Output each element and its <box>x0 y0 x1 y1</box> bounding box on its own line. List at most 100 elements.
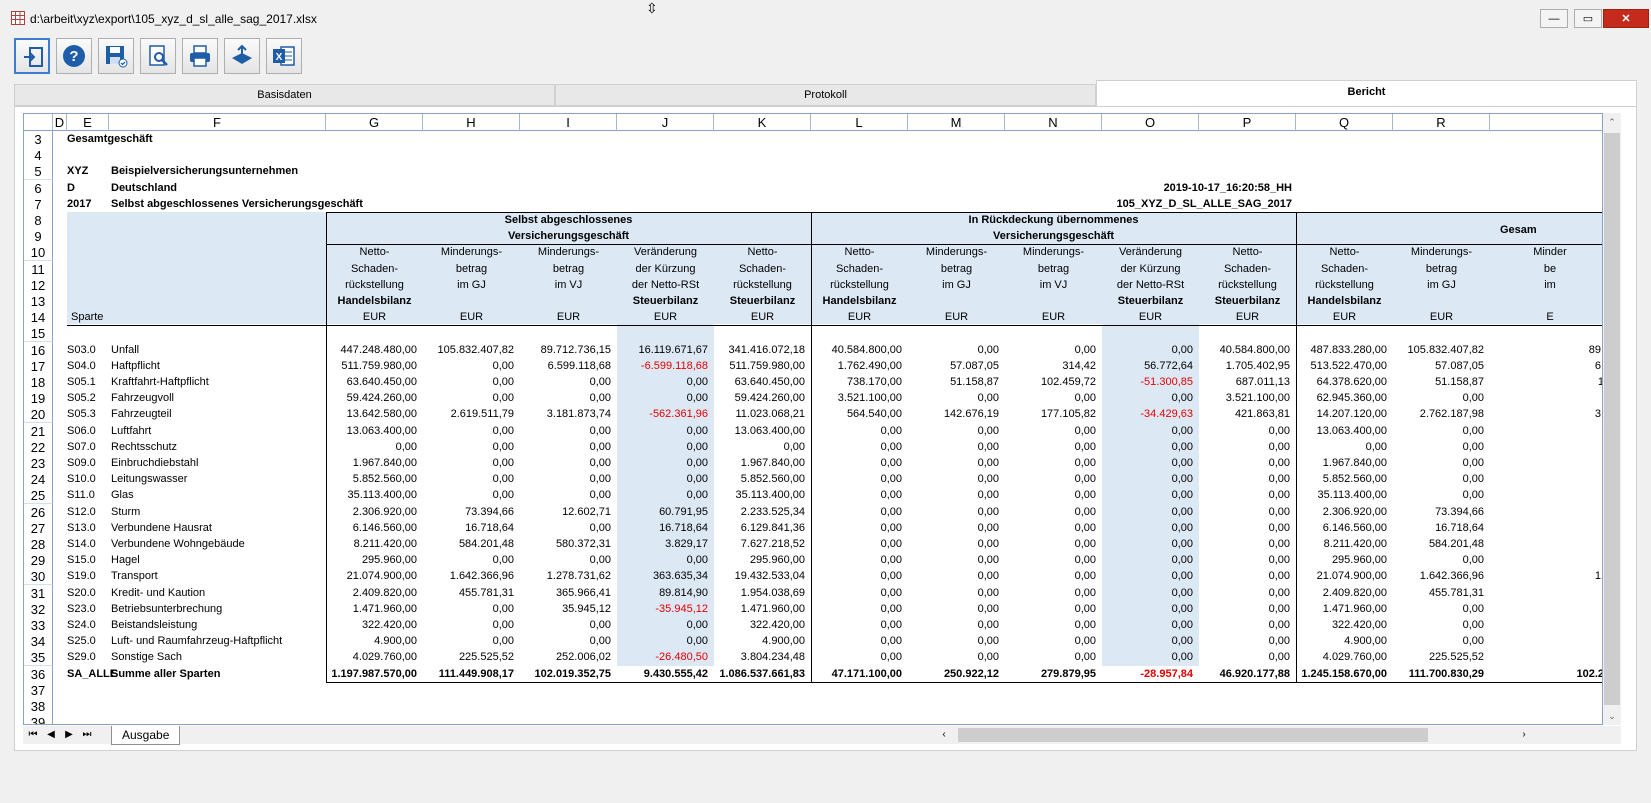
column-header[interactable]: J <box>617 114 714 131</box>
row-header[interactable]: 4 <box>24 147 53 165</box>
value-cell[interactable]: 1 <box>1490 374 1602 391</box>
value-cell[interactable]: 0,00 <box>1462 489 1484 502</box>
value-cell[interactable] <box>1490 617 1602 634</box>
value-cell[interactable]: 0,00 <box>977 635 999 648</box>
value-cell[interactable]: 0,00 <box>1462 424 1484 437</box>
value-cell[interactable]: 0,00 <box>1268 651 1290 664</box>
value-cell[interactable]: 142.676,19 <box>943 408 999 421</box>
preview-button[interactable] <box>140 38 176 74</box>
value-cell[interactable]: 0,00 <box>1074 586 1096 599</box>
value-cell[interactable]: 1.967.840,00 <box>740 457 805 469</box>
row-header[interactable]: 26 <box>24 503 53 521</box>
value-cell[interactable]: -34.429,63 <box>1140 408 1193 421</box>
value-cell[interactable]: 0,00 <box>977 602 999 615</box>
value-cell[interactable]: 21.074.900,00 <box>1316 570 1387 583</box>
value-cell[interactable]: 0,00 <box>1074 424 1096 437</box>
value-cell[interactable]: 1.642.366,96 <box>449 570 514 583</box>
row-header[interactable]: 9 <box>24 228 53 246</box>
value-cell[interactable]: 105.832.407,82 <box>1407 343 1484 356</box>
row-header[interactable]: 31 <box>24 584 53 602</box>
value-cell[interactable]: 63.640.450,00 <box>346 376 417 388</box>
value-cell[interactable]: 56.772,64 <box>1144 359 1193 372</box>
value-cell[interactable]: 59.424.260,00 <box>346 392 417 405</box>
value-cell[interactable] <box>1490 633 1602 650</box>
value-cell[interactable]: 0,00 <box>395 440 417 453</box>
column-header[interactable]: K <box>714 114 811 131</box>
value-cell[interactable]: 0,00 <box>492 359 514 372</box>
value-cell[interactable]: 0,00 <box>589 619 611 631</box>
value-cell[interactable]: 0,00 <box>977 651 999 664</box>
value-cell[interactable]: 1.642.366,96 <box>1419 570 1484 583</box>
row-header[interactable]: 28 <box>24 536 53 553</box>
value-cell[interactable]: -562.361,96 <box>649 408 708 421</box>
value-cell[interactable]: 0,00 <box>1268 570 1290 583</box>
value-cell[interactable]: 3.804.234,48 <box>740 651 805 664</box>
value-cell[interactable]: 0,00 <box>1171 619 1193 631</box>
value-cell[interactable]: 13.642.580,00 <box>346 408 417 421</box>
row-header[interactable]: 7 <box>24 195 53 213</box>
value-cell[interactable]: 0,00 <box>1268 619 1290 631</box>
value-cell[interactable]: 4.029.760,00 <box>1322 651 1387 664</box>
value-cell[interactable]: 365.966,41 <box>555 586 611 599</box>
value-cell[interactable]: 0,00 <box>977 521 999 534</box>
value-cell[interactable]: 0,00 <box>686 473 708 486</box>
value-cell[interactable] <box>1490 423 1602 440</box>
value-cell[interactable]: 0,00 <box>492 635 514 648</box>
row-header[interactable]: 21 <box>24 422 53 440</box>
value-cell[interactable]: 564.540,00 <box>846 408 902 421</box>
row-header[interactable]: 32 <box>24 600 53 618</box>
value-cell[interactable]: 0,00 <box>1074 343 1096 356</box>
row-header[interactable]: 24 <box>24 471 53 489</box>
value-cell[interactable]: 0,00 <box>1074 505 1096 518</box>
value-cell[interactable]: 511.759.980,00 <box>729 359 805 372</box>
value-cell[interactable]: 0,00 <box>1462 619 1484 631</box>
value-cell[interactable]: 295.960,00 <box>749 554 805 567</box>
row-header[interactable]: 29 <box>24 552 53 570</box>
value-cell[interactable]: 0,00 <box>1171 489 1193 502</box>
value-cell[interactable]: 0,00 <box>686 489 708 502</box>
value-cell[interactable]: 0,00 <box>880 602 902 615</box>
value-cell[interactable]: 0,00 <box>880 521 902 534</box>
value-cell[interactable]: 14.207.120,00 <box>1316 408 1387 421</box>
row-header[interactable]: 35 <box>24 649 53 667</box>
value-cell[interactable]: 102.019.352,75 <box>534 667 611 680</box>
value-cell[interactable]: 0,00 <box>1268 602 1290 615</box>
value-cell[interactable]: 2.409.820,00 <box>1322 586 1387 599</box>
value-cell[interactable]: 0,00 <box>880 619 902 631</box>
value-cell[interactable]: 13.063.400,00 <box>1316 424 1387 437</box>
save-button[interactable] <box>98 38 134 74</box>
value-cell[interactable]: 0,00 <box>1074 538 1096 550</box>
value-cell[interactable]: 0,00 <box>589 554 611 567</box>
value-cell[interactable]: 0,00 <box>589 392 611 405</box>
value-cell[interactable]: 5.852.560,00 <box>740 473 805 486</box>
value-cell[interactable]: 0,00 <box>686 424 708 437</box>
tab-bericht[interactable]: Bericht <box>1096 80 1637 106</box>
column-header[interactable]: G <box>326 114 423 131</box>
value-cell[interactable]: 1. <box>1594 570 1602 583</box>
value-cell[interactable]: 0,00 <box>492 457 514 469</box>
value-cell[interactable]: 584.201,48 <box>458 538 514 550</box>
print-button[interactable] <box>182 38 218 74</box>
value-cell[interactable]: 6.146.560,00 <box>1322 521 1387 534</box>
row-header[interactable]: 37 <box>24 681 53 699</box>
value-cell[interactable]: 0,00 <box>977 538 999 550</box>
value-cell[interactable]: 16.119.671,67 <box>638 343 708 356</box>
value-cell[interactable]: 0,00 <box>492 473 514 486</box>
row-header[interactable]: 16 <box>24 341 53 359</box>
value-cell[interactable]: 0,00 <box>1171 392 1193 405</box>
value-cell[interactable]: 0,00 <box>977 570 999 583</box>
value-cell[interactable]: 21.074.900,00 <box>346 570 417 583</box>
column-header[interactable]: R <box>1393 114 1490 131</box>
value-cell[interactable]: 16.718,64 <box>1435 521 1484 534</box>
value-cell[interactable]: 0,00 <box>1268 505 1290 518</box>
value-cell[interactable]: 0,00 <box>1171 635 1193 648</box>
value-cell[interactable]: 0,00 <box>1074 602 1096 615</box>
value-cell[interactable]: 12.602,71 <box>562 505 611 518</box>
value-cell[interactable]: 0,00 <box>589 521 611 534</box>
value-cell[interactable]: 447.248.480,00 <box>340 343 417 356</box>
value-cell[interactable]: 322.420,00 <box>361 619 417 631</box>
value-cell[interactable]: 0,00 <box>977 392 999 405</box>
row-header[interactable]: 12 <box>24 276 53 294</box>
value-cell[interactable]: -28.957,84 <box>1140 667 1193 680</box>
value-cell[interactable]: 0,00 <box>1462 392 1484 405</box>
